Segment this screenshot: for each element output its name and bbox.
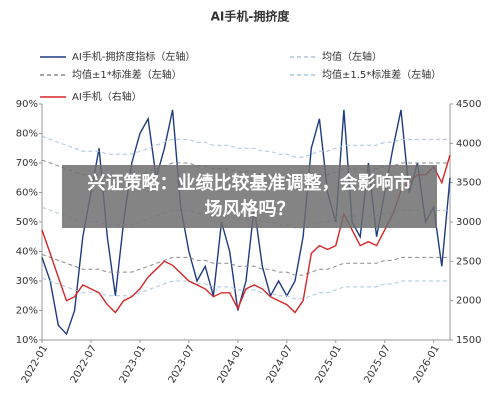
- x-tick-label: 2026-01: [411, 344, 441, 386]
- legend-label: 均值±1*标准差（左轴）: [72, 68, 182, 81]
- y-tick-label: 10%: [16, 335, 38, 346]
- y-tick-label: 40%: [16, 247, 38, 258]
- headline: 兴证策略：业绩比较基准调整，会影响市场风格吗？: [87, 172, 412, 220]
- series-line-lower: [41, 253, 450, 276]
- y2-tick-label: 3500: [456, 178, 481, 189]
- y-tick-label: 20%: [16, 306, 38, 317]
- x-tick-label: 2025-07: [362, 344, 392, 386]
- y2-tick-label: 3000: [456, 217, 481, 228]
- legend-label: AI手机（右轴）: [72, 90, 142, 103]
- y2-tick-label: 4500: [456, 99, 481, 110]
- x-tick-label: 2023-01: [118, 344, 148, 386]
- x-tick-label: 2022-01: [20, 344, 50, 386]
- legend-label: 均值±1.5*标准差（左轴）: [322, 68, 441, 81]
- y-tick-label: 30%: [16, 276, 38, 287]
- y-tick-label: 70%: [16, 158, 38, 169]
- x-tick-label: 2022-07: [69, 344, 99, 386]
- x-tick-label: 2023-07: [167, 344, 197, 386]
- y2-tick-label: 2500: [456, 256, 481, 267]
- legend-label: AI手机-拥挤度指标（左轴）: [72, 50, 195, 63]
- chart-title: AI手机-拥挤度: [211, 9, 291, 24]
- legend-label: 均值（左轴）: [322, 50, 382, 63]
- x-tick-label: 2024-01: [216, 344, 246, 386]
- y-tick-label: 50%: [16, 217, 38, 228]
- y2-tick-label: 4000: [456, 138, 481, 149]
- y2-tick-label: 2000: [456, 296, 481, 307]
- headline-banner: 兴证策略：业绩比较基准调整，会影响市场风格吗？: [62, 165, 437, 228]
- y-tick-label: 90%: [16, 99, 38, 110]
- series-line: [41, 154, 451, 314]
- x-tick-label: 2024-07: [265, 344, 295, 386]
- x-tick-label: 2025-01: [314, 344, 344, 386]
- y2-tick-label: 1500: [456, 335, 481, 346]
- y-tick-label: 80%: [16, 129, 38, 140]
- y-tick-label: 60%: [16, 188, 38, 199]
- series-line: [41, 135, 450, 158]
